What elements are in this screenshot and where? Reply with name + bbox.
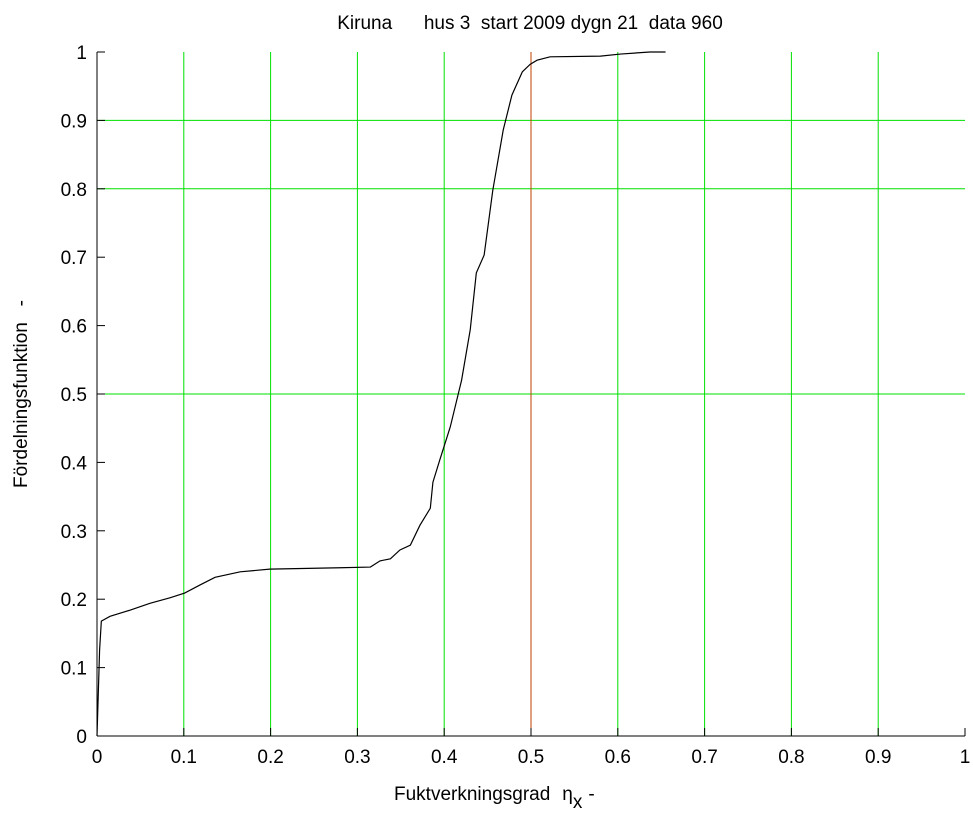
chart-title: Kiruna hus 3 start 2009 dygn 21 data 960 (337, 13, 723, 34)
x-tick-label: 0.3 (344, 747, 370, 768)
x-tick-label: 0.4 (431, 747, 458, 768)
x-tick-label: 1 (960, 747, 971, 768)
data-line (96, 51, 666, 737)
x-label-text: Fuktverkningsgrad (394, 784, 550, 805)
y-tick-label: 0.9 (61, 111, 87, 132)
y-axis-label: Fördelningsfunktion - (11, 300, 32, 488)
x-tick-label: 0.9 (865, 747, 891, 768)
x-tick-label: 0.1 (171, 747, 197, 768)
x-tick-label: 0.8 (778, 747, 804, 768)
y-tick-label: 0.2 (61, 590, 87, 611)
x-label-unit: - (588, 784, 594, 805)
y-tick-label: 0 (76, 727, 87, 748)
y-tick-label: 0.5 (61, 385, 87, 406)
y-tick-label: 0.7 (61, 248, 87, 269)
y-tick-label: 0.3 (61, 522, 87, 543)
x-tick-label: 0 (92, 747, 103, 768)
y-tick-label: 0.1 (61, 659, 87, 680)
x-label-symbol: η (562, 784, 573, 805)
x-tick-label: 0.2 (257, 747, 283, 768)
x-label-subscript: x (573, 792, 583, 813)
y-tick-label: 1 (76, 43, 87, 64)
x-axis-label: Fuktverkningsgrad ηx - (394, 784, 595, 813)
y-tick-label: 0.6 (61, 317, 87, 338)
x-tick-label: 0.6 (605, 747, 631, 768)
y-tick-label: 0.4 (61, 453, 88, 474)
x-tick-label: 0.5 (518, 747, 544, 768)
y-tick-label: 0.8 (61, 180, 87, 201)
x-tick-label: 0.7 (691, 747, 717, 768)
